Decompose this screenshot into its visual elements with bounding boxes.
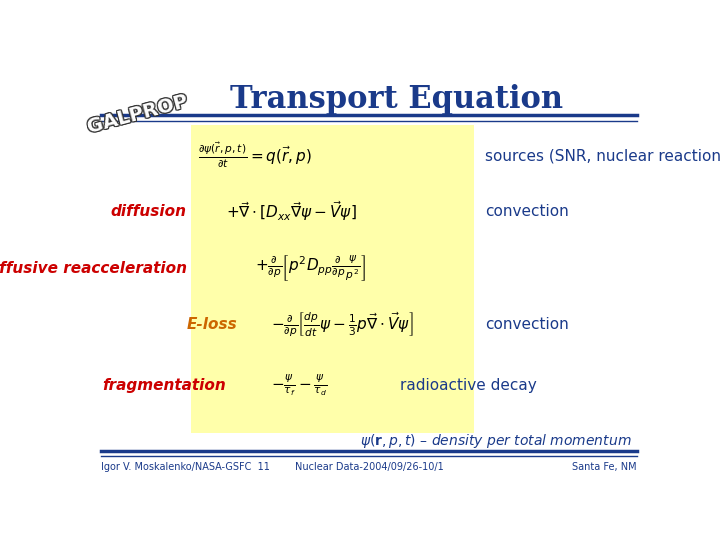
Text: convection: convection: [485, 204, 569, 219]
Text: GALPROP: GALPROP: [85, 92, 190, 137]
Text: GALPROP: GALPROP: [84, 92, 189, 138]
Text: diffusive reacceleration: diffusive reacceleration: [0, 261, 187, 276]
Text: GALPROP: GALPROP: [85, 92, 190, 137]
Text: $+\frac{\partial}{\partial p}\left[p^2 D_{pp}\frac{\partial}{\partial p}\frac{\p: $+\frac{\partial}{\partial p}\left[p^2 D…: [256, 254, 366, 284]
Text: radioactive decay: radioactive decay: [400, 379, 536, 393]
Text: GALPROP: GALPROP: [86, 92, 191, 138]
Text: $+\vec{\nabla}\cdot[D_{xx}\vec{\nabla}\psi - \vec{V}\psi]$: $+\vec{\nabla}\cdot[D_{xx}\vec{\nabla}\p…: [226, 199, 357, 223]
Text: fragmentation: fragmentation: [102, 379, 225, 393]
Text: Igor V. Moskalenko/NASA-GSFC  11: Igor V. Moskalenko/NASA-GSFC 11: [101, 462, 270, 472]
Text: $\psi(\mathbf{r},p,t)$ – density per total momentum: $\psi(\mathbf{r},p,t)$ – density per tot…: [360, 432, 631, 450]
Text: $-\frac{\partial}{\partial p}\left[\frac{dp}{dt}\psi - \frac{1}{3}p\vec{\nabla}\: $-\frac{\partial}{\partial p}\left[\frac…: [271, 310, 413, 339]
Text: sources (SNR, nuclear reactions…): sources (SNR, nuclear reactions…): [485, 149, 720, 164]
Text: GALPROP: GALPROP: [84, 91, 189, 136]
Text: Nuclear Data-2004/09/26-10/1: Nuclear Data-2004/09/26-10/1: [294, 462, 444, 472]
Text: GALPROP: GALPROP: [86, 91, 191, 136]
Text: E-loss: E-loss: [186, 317, 238, 332]
Text: $\frac{\partial \psi(\vec{r},p,t)}{\partial t} = q(\vec{r},p)$: $\frac{\partial \psi(\vec{r},p,t)}{\part…: [199, 141, 312, 171]
Text: GALPROP: GALPROP: [86, 92, 191, 137]
Text: Transport Equation: Transport Equation: [230, 84, 564, 114]
Text: GALPROP: GALPROP: [85, 91, 190, 136]
Text: GALPROP: GALPROP: [84, 92, 189, 137]
Text: $-\frac{\psi}{\tau_f} - \frac{\psi}{\tau_d}$: $-\frac{\psi}{\tau_f} - \frac{\psi}{\tau…: [271, 373, 328, 399]
Text: diffusion: diffusion: [111, 204, 187, 219]
Text: convection: convection: [485, 317, 569, 332]
Text: Santa Fe, NM: Santa Fe, NM: [572, 462, 637, 472]
FancyBboxPatch shape: [191, 125, 474, 433]
Text: GALPROP: GALPROP: [85, 92, 190, 138]
